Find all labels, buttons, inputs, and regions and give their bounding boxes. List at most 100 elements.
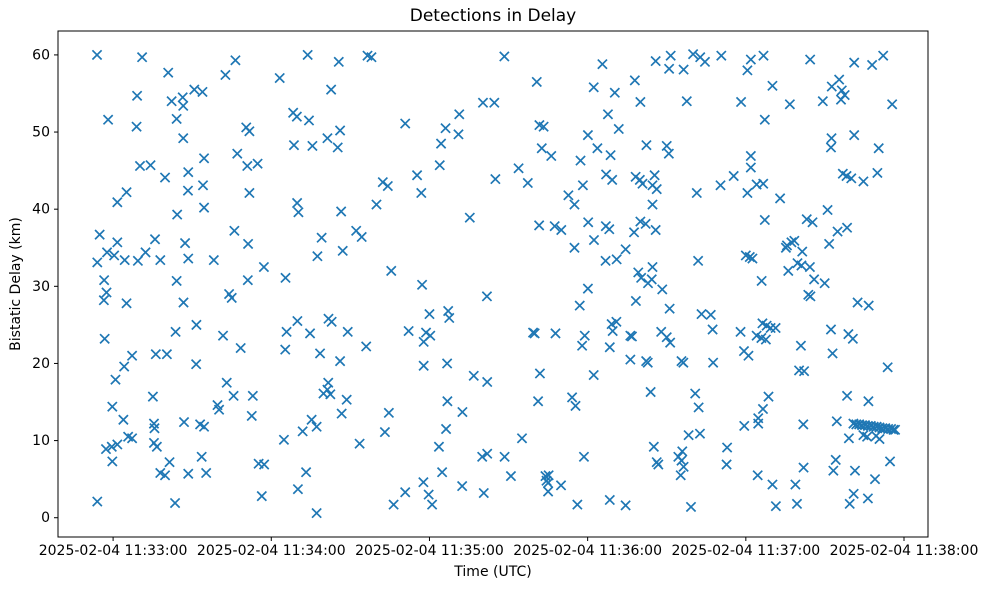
data-point (418, 360, 429, 371)
data-point (888, 424, 899, 435)
data-point (574, 300, 585, 311)
data-point (107, 401, 118, 412)
data-point (633, 267, 644, 278)
data-point (121, 298, 132, 309)
data-point (798, 365, 810, 377)
data-point (630, 295, 642, 307)
data-point (604, 342, 615, 353)
data-point (300, 467, 312, 478)
data-point (189, 84, 200, 95)
data-point (513, 163, 524, 174)
data-point (691, 187, 702, 199)
data-point (546, 150, 557, 162)
data-point (529, 328, 540, 339)
data-point (602, 109, 614, 120)
data-point (664, 303, 675, 314)
data-point (326, 316, 337, 327)
data-point (611, 316, 622, 327)
data-point (826, 133, 837, 144)
data-point (846, 173, 857, 184)
y-tick-label: 30 (32, 279, 50, 295)
data-point (758, 50, 769, 61)
data-point (162, 67, 174, 78)
data-point (685, 501, 697, 513)
data-point (434, 160, 445, 171)
data-point (611, 254, 622, 265)
data-point (798, 462, 809, 473)
data-point (847, 333, 859, 344)
data-point (835, 94, 847, 105)
data-point (807, 217, 818, 228)
data-point (808, 274, 820, 285)
data-point (690, 388, 701, 399)
y-tick-label: 50 (32, 125, 50, 141)
data-point (542, 477, 554, 489)
data-point (735, 96, 747, 108)
data-point (183, 253, 194, 264)
data-point (400, 487, 411, 498)
data-point (98, 274, 110, 286)
data-point (278, 434, 290, 446)
data-point (423, 489, 434, 500)
data-point (297, 426, 308, 437)
data-point (735, 326, 746, 338)
data-point (801, 214, 812, 225)
data-point (863, 396, 874, 407)
data-point (334, 125, 346, 136)
data-point (183, 166, 194, 178)
data-point (600, 255, 611, 267)
data-point (242, 238, 254, 250)
data-point (292, 483, 304, 495)
data-point (107, 456, 118, 467)
data-point (220, 69, 231, 81)
data-point (836, 85, 847, 96)
data-point (647, 199, 658, 210)
data-point (244, 187, 255, 199)
data-point (453, 129, 464, 140)
data-point (288, 139, 300, 151)
data-point (191, 319, 202, 331)
data-point (572, 499, 583, 510)
data-point (852, 297, 863, 308)
data-point (213, 404, 225, 415)
data-point (642, 357, 653, 368)
data-point (825, 142, 837, 153)
data-point (126, 350, 138, 361)
data-point (626, 331, 638, 342)
data-point (444, 312, 455, 324)
data-point (302, 49, 313, 61)
data-point (112, 439, 123, 450)
data-point (334, 355, 346, 367)
data-point (291, 111, 303, 122)
data-point (178, 100, 189, 112)
data-point (715, 180, 726, 191)
data-point (843, 433, 855, 444)
data-point (99, 333, 110, 344)
data-point (140, 247, 151, 258)
data-point (841, 390, 853, 402)
data-point (126, 433, 138, 444)
data-point (675, 470, 686, 481)
x-tick-label: 2025-02-04 11:38:00 (830, 543, 979, 559)
data-point (745, 54, 757, 65)
data-point (609, 87, 621, 98)
data-point (159, 470, 171, 481)
data-point (292, 315, 303, 327)
data-point (797, 246, 808, 257)
data-point (150, 348, 162, 360)
data-point (198, 153, 210, 164)
data-point (649, 170, 660, 181)
data-point (650, 55, 661, 67)
data-point (481, 376, 493, 388)
data-point (177, 92, 188, 103)
data-point (721, 442, 733, 453)
data-point (640, 218, 651, 230)
data-point (454, 109, 465, 120)
data-point (256, 490, 267, 502)
data-point (235, 342, 246, 354)
data-point (190, 359, 202, 370)
data-point (786, 237, 797, 248)
data-point (538, 121, 549, 132)
data-point (196, 451, 207, 462)
chart-title: Detections in Delay (409, 6, 577, 26)
